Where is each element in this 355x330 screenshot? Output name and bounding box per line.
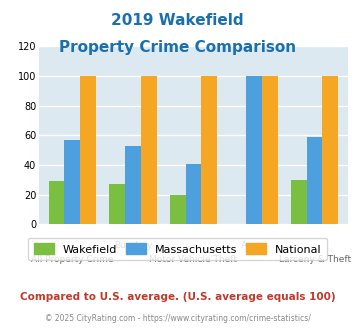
Text: Compared to U.S. average. (U.S. average equals 100): Compared to U.S. average. (U.S. average … <box>20 292 335 302</box>
Bar <box>80 76 96 224</box>
Bar <box>141 76 157 224</box>
Bar <box>49 181 65 224</box>
Text: 2019 Wakefield: 2019 Wakefield <box>111 13 244 28</box>
Bar <box>125 146 141 224</box>
Text: Motor Vehicle Theft: Motor Vehicle Theft <box>149 255 237 264</box>
Bar <box>65 140 80 224</box>
Bar <box>170 195 186 224</box>
Bar <box>291 180 307 224</box>
Text: Larceny & Theft: Larceny & Theft <box>279 255 351 264</box>
Bar <box>186 163 201 224</box>
Bar <box>307 137 322 224</box>
Text: Property Crime Comparison: Property Crime Comparison <box>59 40 296 54</box>
Bar <box>201 76 217 224</box>
Text: All Property Crime: All Property Crime <box>31 255 114 264</box>
Text: Burglary: Burglary <box>114 241 152 250</box>
Bar <box>246 76 262 224</box>
Bar <box>262 76 278 224</box>
Text: Arson: Arson <box>241 241 267 250</box>
Legend: Wakefield, Massachusetts, National: Wakefield, Massachusetts, National <box>28 238 327 260</box>
Bar <box>109 184 125 224</box>
Text: © 2025 CityRating.com - https://www.cityrating.com/crime-statistics/: © 2025 CityRating.com - https://www.city… <box>45 314 310 323</box>
Bar <box>322 76 338 224</box>
